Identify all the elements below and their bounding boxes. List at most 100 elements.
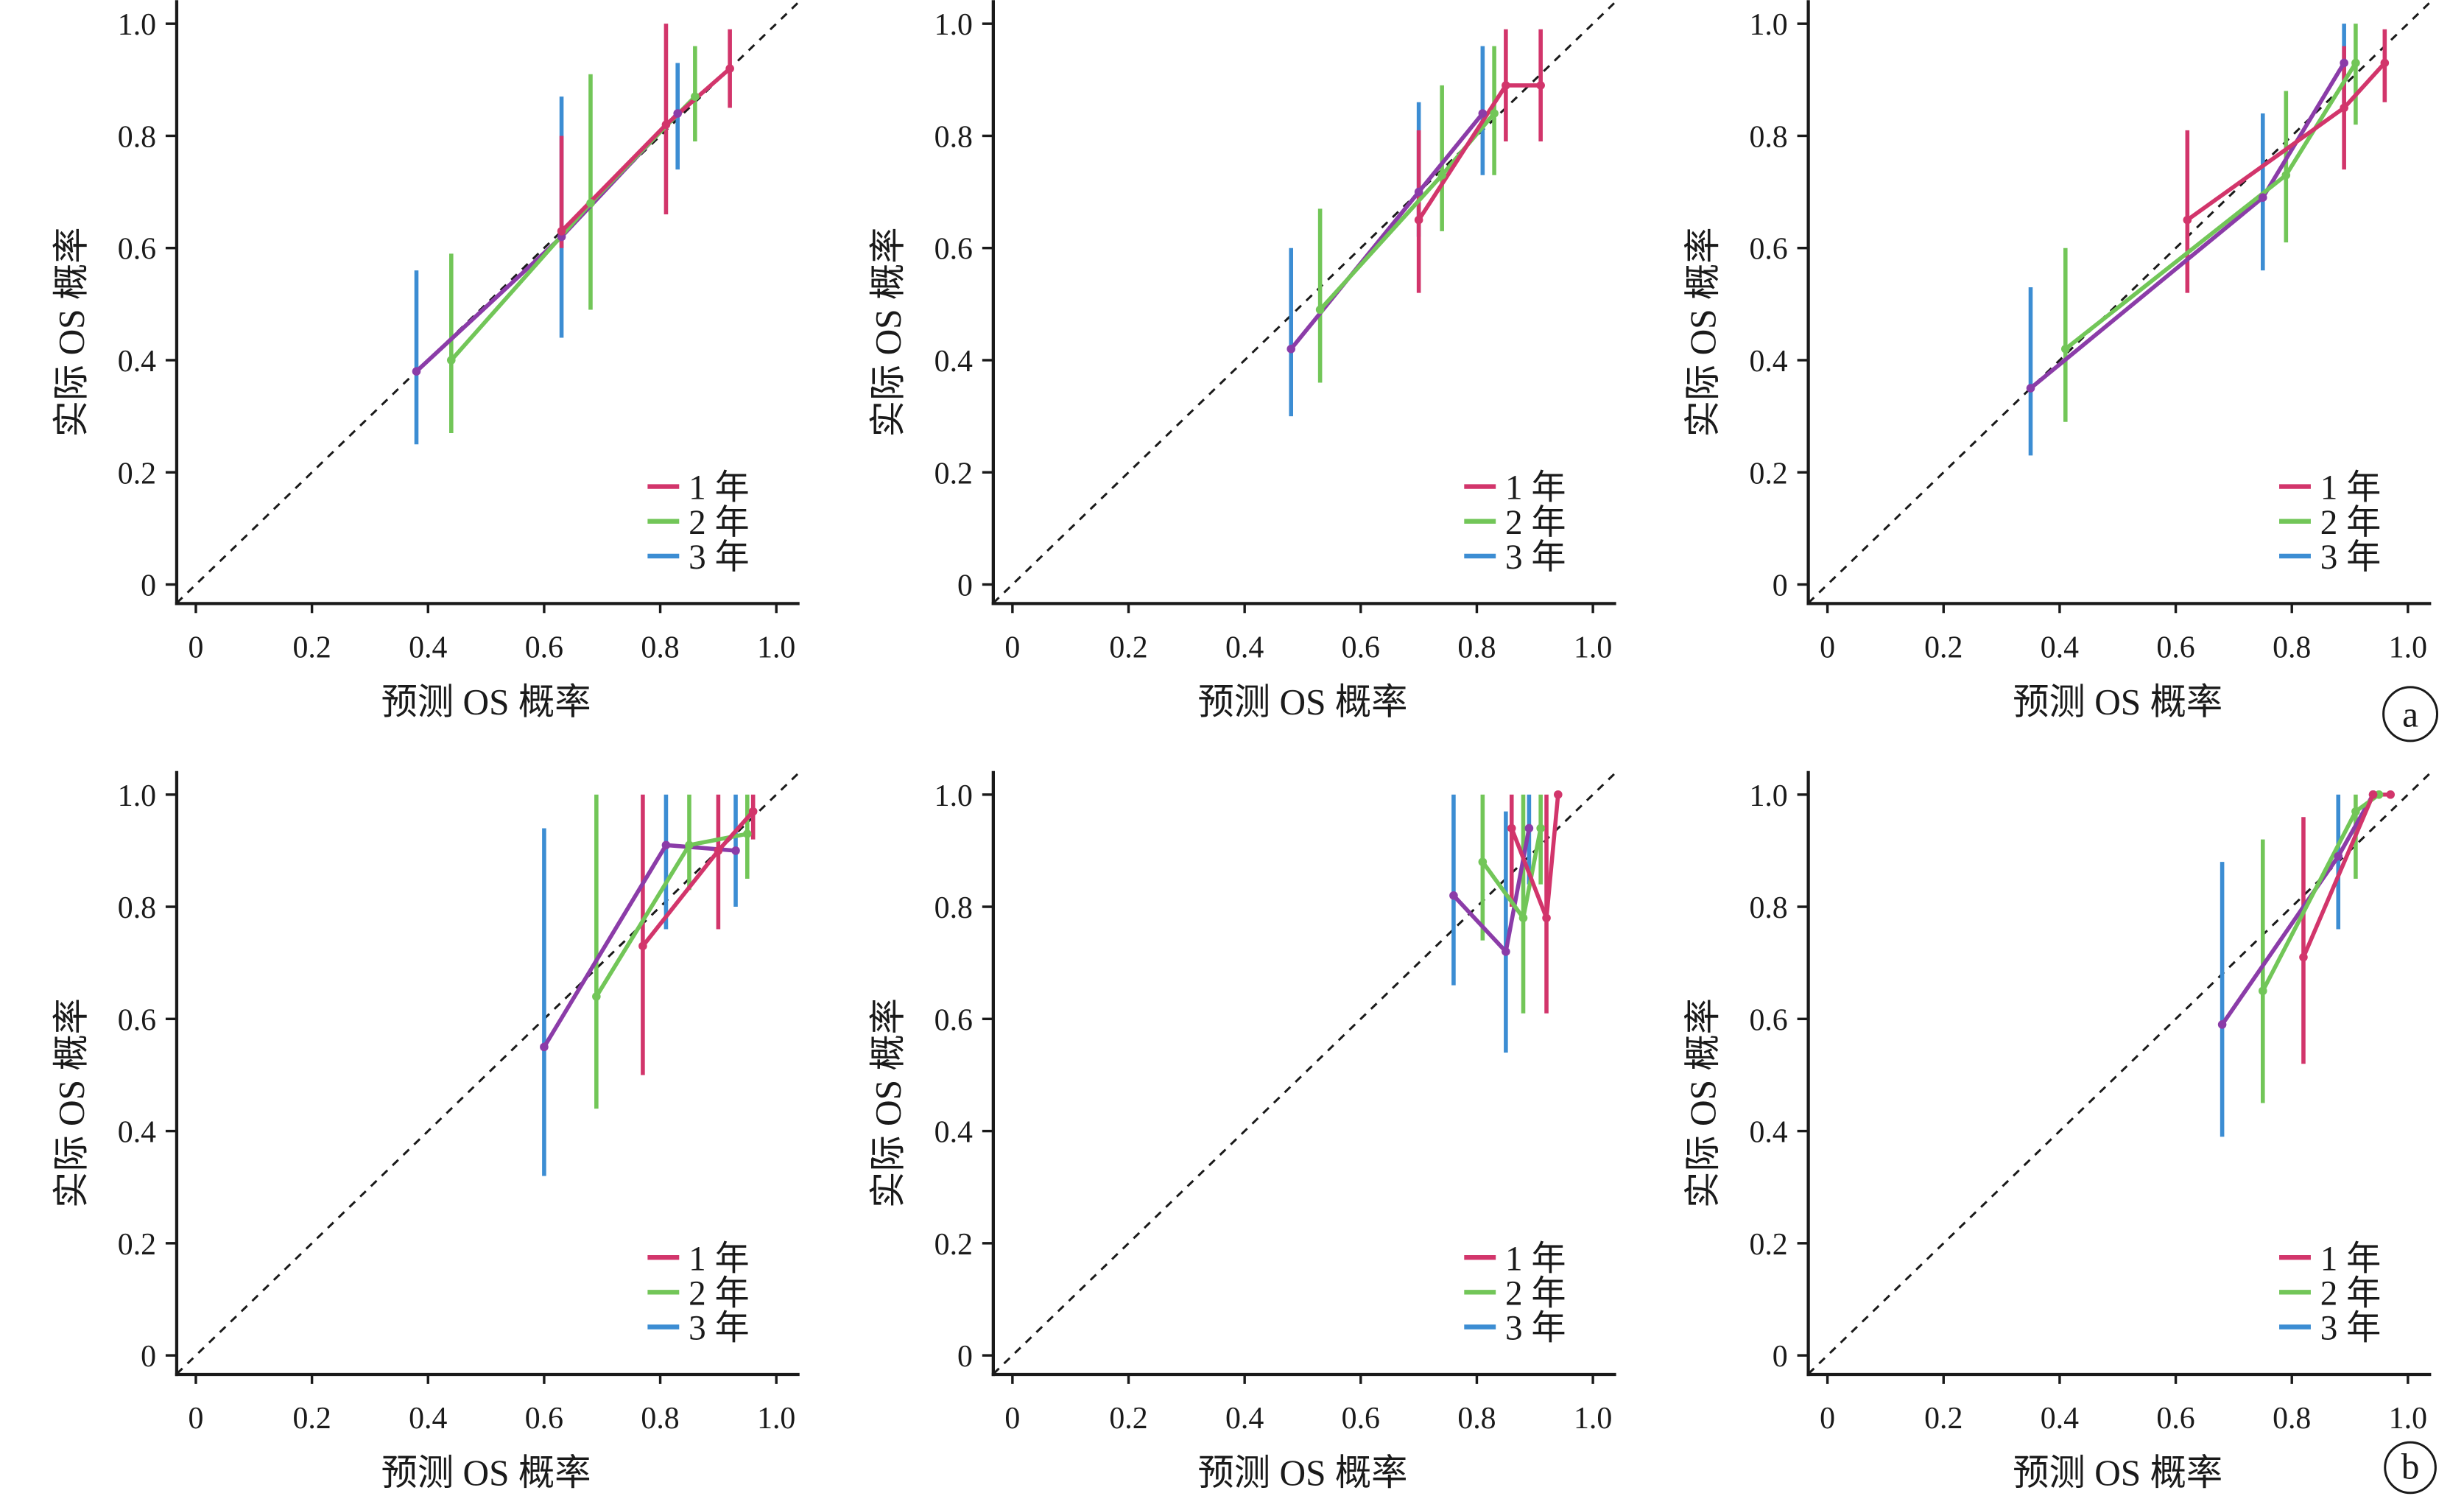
data-point xyxy=(1478,857,1488,866)
x-tick-label: 1.0 xyxy=(2389,631,2427,664)
data-point xyxy=(2259,986,2267,996)
legend-label: 3 年 xyxy=(2320,1310,2382,1348)
y-tick-label: 0.6 xyxy=(934,233,973,267)
y-tick-label: 0.2 xyxy=(1749,1228,1787,1262)
data-point xyxy=(2351,58,2360,68)
y-tick-label: 0.6 xyxy=(118,1003,156,1037)
x-tick-label: 0.8 xyxy=(2273,631,2311,664)
legend-label: 2 年 xyxy=(1505,504,1566,542)
legend-label: 1 年 xyxy=(1505,1240,1566,1278)
data-point xyxy=(2340,103,2348,113)
legend: 1 年2 年3 年 xyxy=(1464,1240,1566,1348)
y-tick-label: 0.2 xyxy=(934,457,973,491)
x-tick-label: 0.2 xyxy=(292,1402,331,1436)
data-point xyxy=(1449,891,1458,900)
x-tick-label: 0 xyxy=(189,631,204,664)
x-tick-label: 0 xyxy=(1820,1402,1835,1436)
data-point xyxy=(1524,823,1534,833)
data-point xyxy=(725,64,734,73)
data-point xyxy=(2380,58,2390,68)
calibration-plot-panel: 0 0.2 0.4 0.6 0.8 1.0 0 0.2 0.4 0.6 0.8 1.0 预测 OS 概率… xyxy=(867,0,1617,723)
x-tick-label: 0.4 xyxy=(1225,631,1264,664)
calibration-plot-panel: 0 0.2 0.4 0.6 0.8 1.0 0 0.2 0.4 0.6 0.8 1.0 预测 OS 概率… xyxy=(1683,770,2432,1493)
data-point xyxy=(685,840,694,850)
data-point xyxy=(2061,344,2070,354)
x-tick-label: 0.8 xyxy=(1457,1402,1496,1436)
calibration-line xyxy=(1417,83,1541,222)
data-point xyxy=(1478,109,1488,118)
y-tick-label: 0.8 xyxy=(934,120,973,154)
data-point xyxy=(2026,384,2035,393)
x-axis-title: 预测 OS 概率 xyxy=(2013,682,2222,723)
x-axis-title: 预测 OS 概率 xyxy=(381,682,591,723)
data-point xyxy=(1502,81,1510,90)
row-label-circle xyxy=(2384,1441,2437,1495)
data-point xyxy=(2259,193,2267,202)
x-tick-label: 0.2 xyxy=(1924,1402,1963,1436)
legend-label: 1 年 xyxy=(689,469,750,508)
x-tick-label: 0 xyxy=(1820,631,1835,664)
x-tick-label: 0.2 xyxy=(1109,1402,1147,1436)
data-point xyxy=(592,992,601,1001)
y-tick-label: 0.8 xyxy=(118,120,156,154)
legend-label: 2 年 xyxy=(689,1274,750,1313)
y-tick-label: 1.0 xyxy=(118,779,156,813)
data-point xyxy=(731,846,740,855)
x-tick-label: 1.0 xyxy=(757,1402,795,1436)
data-point xyxy=(743,829,752,838)
data-point xyxy=(1542,913,1551,923)
legend: 1 年2 年3 年 xyxy=(1464,469,1566,577)
calibration-plot-panel: 0 0.2 0.4 0.6 0.8 1.0 0 0.2 0.4 0.6 0.8 1.0 预测 OS 概率… xyxy=(51,0,800,723)
x-tick-label: 0.4 xyxy=(1225,1402,1264,1436)
y-tick-label: 0.2 xyxy=(118,457,156,491)
legend-label: 1 年 xyxy=(689,1240,750,1278)
data-point xyxy=(412,367,421,376)
data-point xyxy=(1315,305,1325,315)
x-tick-label: 1.0 xyxy=(757,631,795,664)
y-tick-label: 0.4 xyxy=(118,345,156,379)
data-point xyxy=(1518,913,1528,923)
y-axis-title: 实际 OS 概率 xyxy=(51,998,91,1208)
y-tick-label: 1.0 xyxy=(1749,8,1787,42)
data-point xyxy=(1414,215,1423,225)
x-tick-label: 1.0 xyxy=(2389,1402,2427,1436)
data-point xyxy=(1490,109,1499,118)
y-tick-label: 1.0 xyxy=(1749,779,1787,813)
data-point xyxy=(1507,823,1516,833)
y-tick-label: 1.0 xyxy=(934,8,973,42)
data-point xyxy=(748,807,758,816)
x-tick-label: 0.6 xyxy=(525,1402,563,1436)
y-axis-title: 实际 OS 概率 xyxy=(51,227,91,437)
legend-label: 1 年 xyxy=(2320,469,2382,508)
y-tick-label: 0.4 xyxy=(1749,1116,1787,1150)
y-tick-label: 0 xyxy=(957,1340,973,1374)
x-tick-label: 0.6 xyxy=(1342,1402,1380,1436)
x-tick-label: 0 xyxy=(189,1402,204,1436)
reference-diagonal-line xyxy=(175,771,800,1375)
y-tick-label: 0 xyxy=(1773,1340,1788,1374)
y-tick-label: 0.4 xyxy=(934,1116,973,1150)
legend-label: 2 年 xyxy=(1505,1274,1566,1313)
data-point xyxy=(2281,170,2291,180)
x-tick-label: 0.6 xyxy=(2156,631,2194,664)
y-tick-label: 0.2 xyxy=(118,1228,156,1262)
x-tick-label: 0.2 xyxy=(1109,631,1147,664)
x-tick-label: 0 xyxy=(1004,631,1020,664)
x-tick-label: 0.6 xyxy=(1342,631,1380,664)
reference-diagonal-line xyxy=(992,0,1617,604)
y-tick-label: 0 xyxy=(957,569,973,603)
x-tick-label: 0.8 xyxy=(2273,1402,2311,1436)
x-tick-label: 0.4 xyxy=(2041,1402,2079,1436)
y-tick-label: 0.8 xyxy=(1749,120,1787,154)
data-point xyxy=(1286,344,1296,354)
legend-label: 3 年 xyxy=(689,1310,750,1348)
calibration-line xyxy=(594,832,748,998)
data-point xyxy=(2386,790,2396,799)
y-tick-label: 0.4 xyxy=(1749,345,1787,379)
y-tick-label: 0.8 xyxy=(118,891,156,925)
data-point xyxy=(2299,952,2308,962)
y-tick-label: 0.4 xyxy=(118,1116,156,1150)
data-point xyxy=(661,120,671,130)
row-label-circle xyxy=(2382,686,2439,742)
